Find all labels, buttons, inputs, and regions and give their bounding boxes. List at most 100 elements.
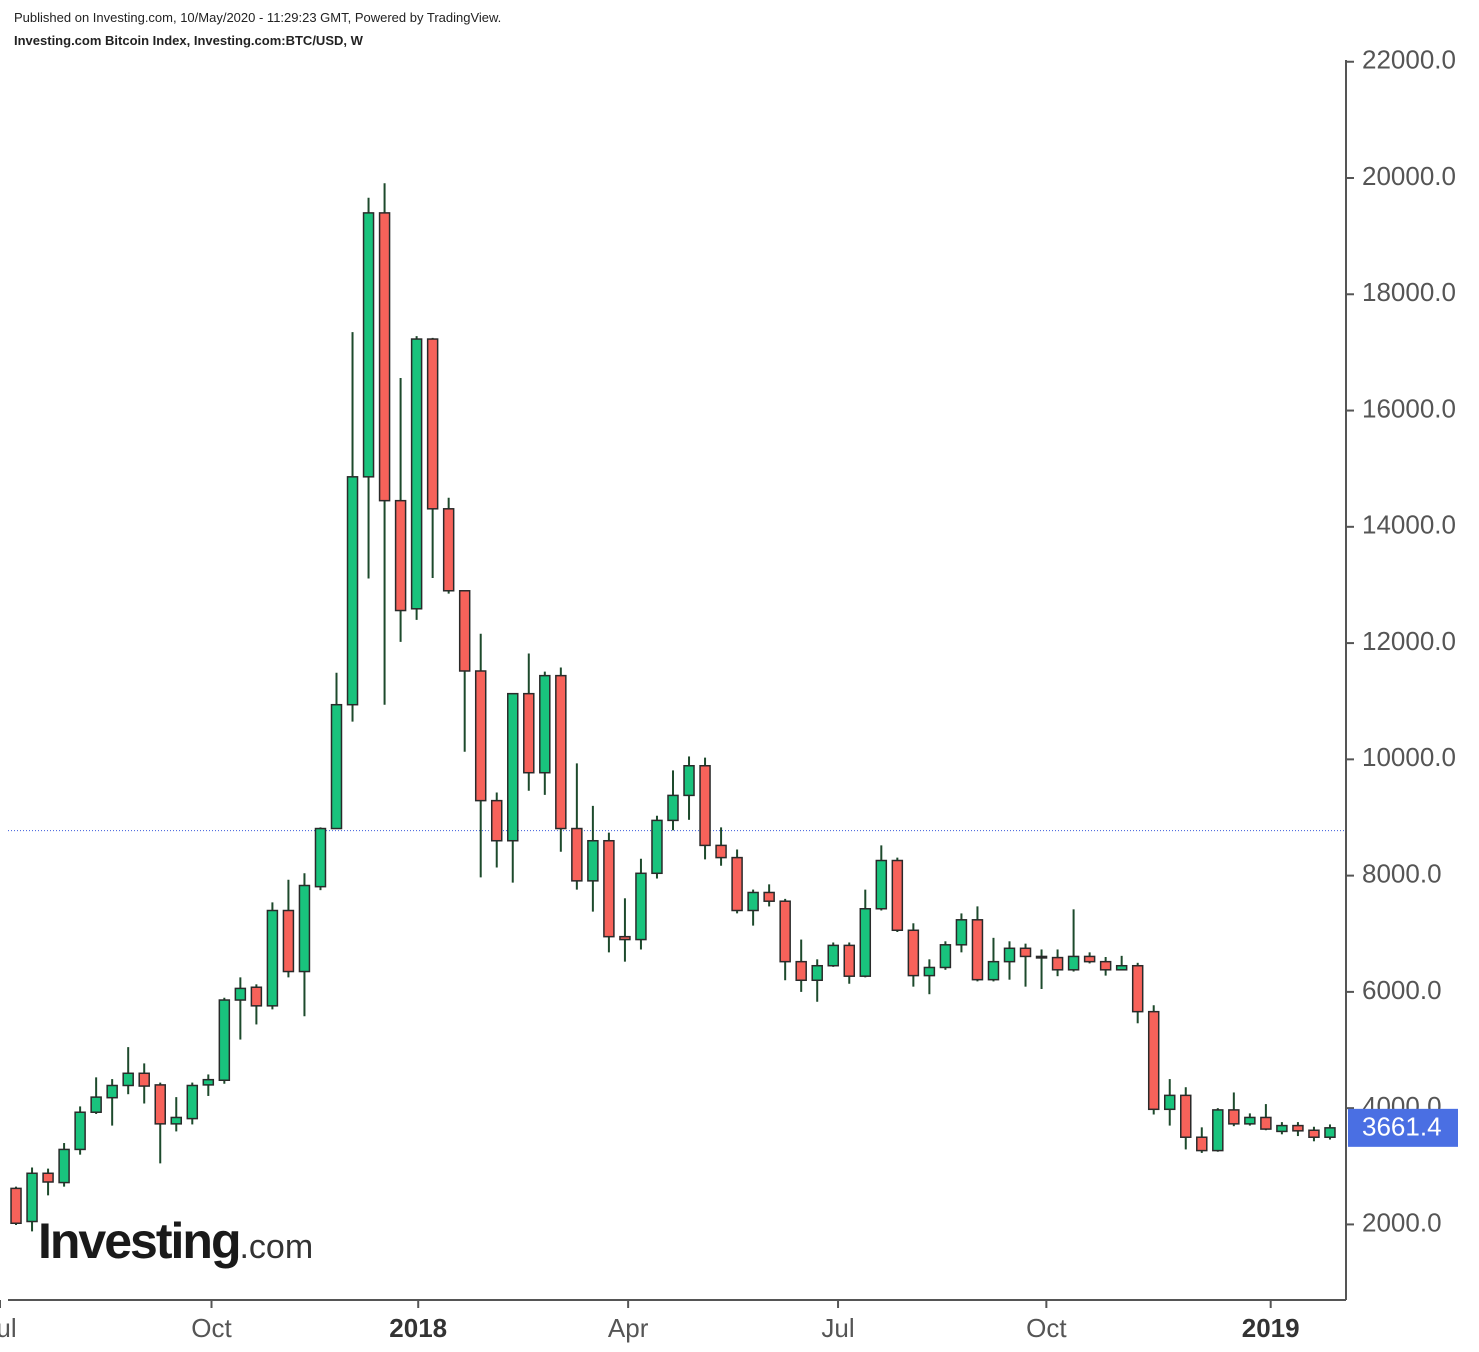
candle-body [42,1172,54,1183]
x-tick-label: Jul [0,1313,17,1343]
y-tick-label: 2000.0 [1362,1207,1442,1237]
candle-body [154,1084,166,1125]
candle-body [811,964,823,982]
y-tick-label: 18000.0 [1362,277,1456,307]
candle-body [699,764,711,847]
candle-body [507,692,519,842]
y-tick-label: 6000.0 [1362,975,1442,1005]
plot-area [8,183,1346,1232]
candle-body [923,966,936,977]
candle-body [891,859,904,932]
candle-body [1324,1127,1336,1138]
x-tick-label: Apr [608,1313,649,1343]
candle-body [490,799,503,842]
candle-body [266,909,279,1007]
candle-body [795,960,807,982]
candle-body [1228,1109,1240,1125]
y-tick-label: 10000.0 [1362,742,1456,772]
candle-body [555,674,567,830]
published-note: Published on Investing.com, 10/May/2020 … [14,10,501,25]
candle-body [474,670,487,802]
candle-body [1131,964,1144,1013]
candle-body [442,508,455,592]
y-tick-label: 22000.0 [1362,45,1456,75]
candle-body [571,827,583,882]
candle-body [1099,960,1112,971]
candle-body [859,908,872,977]
candle-body [26,1172,38,1223]
candle-body [875,859,888,910]
candle-body [955,919,968,946]
candle-body [939,944,952,969]
candle-body [298,884,311,973]
candle-body [1051,956,1064,971]
candle-body [1163,1094,1176,1111]
candle-body [1196,1136,1208,1152]
candle-body [74,1111,86,1151]
candle-body [779,900,791,963]
candle-body [234,987,247,1001]
candle-body [635,872,647,941]
candle-body [843,944,856,977]
candle-body [330,703,343,830]
candle-body [1308,1129,1320,1138]
price-label: 3661.4 [1362,1112,1442,1142]
logo-name: Investing [38,1213,239,1269]
candle-body [394,499,407,612]
candle-body [987,960,1000,981]
candle-body [1276,1124,1288,1133]
candle-body [106,1084,118,1099]
candle-body [186,1084,199,1120]
candle-body [667,794,679,822]
candle-body [10,1187,22,1225]
candle-body [1180,1094,1192,1138]
candle-body [362,212,375,478]
x-tick-label: Oct [1026,1313,1067,1343]
candle-body [250,986,263,1007]
candle-body [587,839,599,882]
candle-body [1003,947,1016,963]
logo-suffix: .com [239,1228,313,1266]
candle-body [218,999,231,1082]
candle-body [683,764,695,797]
candle-body [731,856,743,912]
candle-body [1083,955,1096,963]
candle-body [202,1078,215,1086]
candle-body [1244,1116,1256,1125]
y-tick-label: 12000.0 [1362,626,1456,656]
x-tick-label: 2019 [1242,1313,1300,1343]
candle-body [346,476,359,706]
candle-body [170,1116,183,1125]
candle-body [282,909,295,973]
candle-body [1292,1124,1304,1132]
candle-body [971,919,984,981]
x-tick-label: Jul [821,1313,854,1343]
logo: Investing.com [38,1213,313,1269]
y-tick-label: 20000.0 [1362,161,1456,191]
candle-body [1212,1109,1224,1152]
candle-body [90,1096,102,1113]
candle-body [1115,964,1128,971]
candle-body [458,590,471,672]
x-tick-label: Oct [191,1313,232,1343]
candle-body [523,692,535,774]
candle-body [410,338,423,610]
candle-body [619,935,631,941]
candle-body [1067,955,1080,971]
candle-body [907,929,920,977]
candle-body [1035,955,1048,959]
y-tick-label: 16000.0 [1362,393,1456,423]
candle-body [539,674,551,774]
candle-body [1019,947,1032,958]
x-tick-label: 2018 [389,1313,447,1343]
y-tick-label: 14000.0 [1362,510,1456,540]
y-tick-label: 8000.0 [1362,858,1442,888]
candle-body [1260,1116,1272,1130]
price-label-box [1348,1108,1458,1147]
chart-title: Investing.com Bitcoin Index, Investing.c… [14,33,364,48]
candle-body [827,944,839,967]
candle-body [314,827,327,888]
candle-body [138,1072,150,1087]
candle-body [603,839,615,938]
